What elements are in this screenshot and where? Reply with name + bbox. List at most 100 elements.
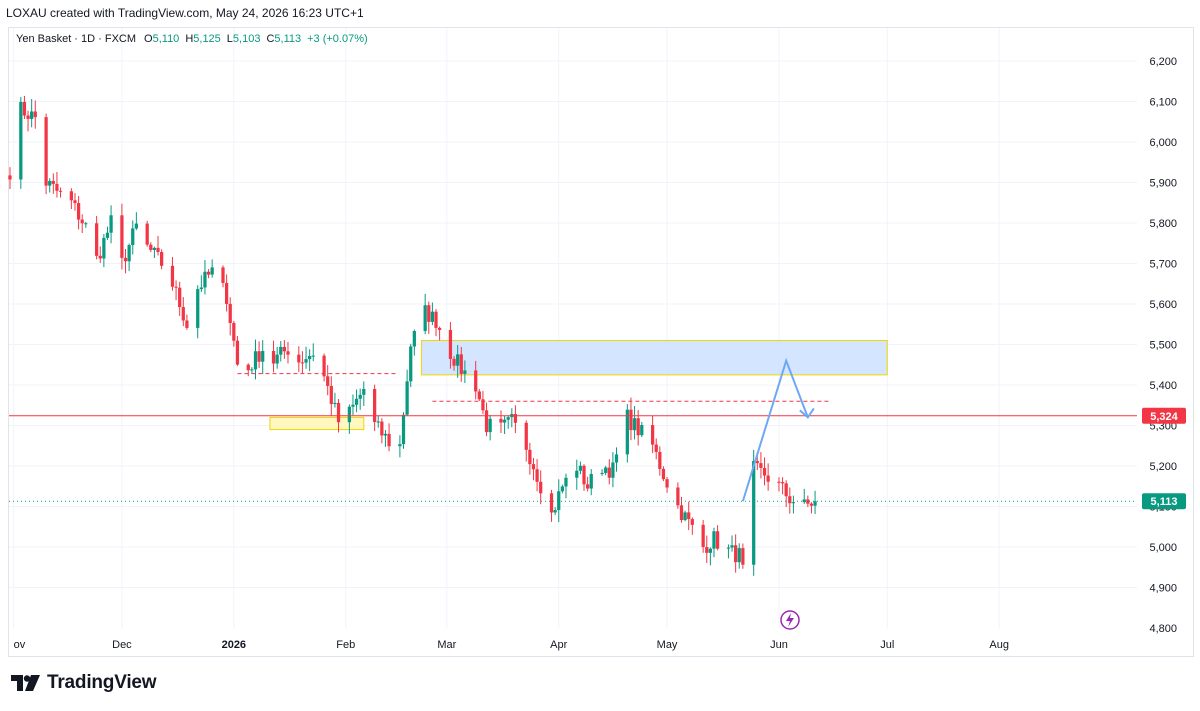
y-tick-label: 6,200 — [1149, 56, 1177, 68]
y-tick-label: 5,500 — [1149, 340, 1177, 352]
last-price-label-bg — [1142, 493, 1186, 510]
candle-body — [712, 531, 716, 549]
open-value: 5,110 — [152, 33, 180, 45]
candle-body — [809, 503, 814, 506]
candle-body — [33, 111, 37, 118]
x-tick-label: 2026 — [222, 639, 246, 651]
candle-body — [726, 547, 731, 549]
candle-body — [600, 472, 604, 475]
candle-body — [687, 512, 691, 520]
projection-path — [741, 357, 809, 502]
candle-body — [430, 311, 435, 322]
tradingview-logo[interactable]: TradingView — [11, 672, 157, 694]
candle-body — [333, 402, 337, 405]
candle-body — [351, 404, 355, 407]
x-tick-label: Jul — [880, 639, 894, 651]
candle-body — [69, 191, 73, 201]
candle-body — [95, 223, 99, 256]
candle-body — [174, 286, 178, 288]
candle-body — [484, 410, 489, 433]
candle-body — [26, 115, 30, 119]
candle-body — [362, 388, 366, 395]
price-level-label: 5,324 — [1150, 411, 1178, 423]
candle-body — [329, 385, 333, 405]
candle-body — [73, 200, 77, 204]
y-tick-label: 4,800 — [1149, 623, 1177, 635]
y-tick-label: 5,900 — [1149, 178, 1177, 190]
candle-body — [557, 491, 561, 511]
candle-body — [297, 354, 301, 363]
symbol-label[interactable]: Yen Basket · 1D · FXCM — [16, 33, 137, 45]
candle-body — [206, 271, 211, 275]
candle-body — [459, 354, 463, 374]
candles — [8, 95, 817, 576]
candle-body — [19, 101, 23, 180]
candle-body — [780, 482, 785, 484]
candle-body — [582, 465, 586, 485]
low-value: 5,103 — [232, 33, 261, 45]
candle-body — [326, 376, 330, 386]
candle-body — [708, 548, 712, 553]
candle-body — [683, 512, 687, 521]
attribution: LOXAU created with TradingView.com, May … — [6, 6, 364, 20]
candle-body — [109, 215, 113, 233]
x-tick-label: Mar — [437, 639, 456, 651]
demand-zone — [269, 416, 365, 431]
candle-body — [131, 228, 135, 246]
candle-body — [463, 370, 467, 374]
candle-body — [261, 351, 265, 362]
markers: 5,324 5,113 — [780, 407, 1186, 630]
candle-body — [8, 175, 12, 180]
candle-body — [84, 223, 88, 225]
x-tick-label: May — [657, 639, 678, 651]
candle-body — [232, 322, 236, 341]
candle-body — [336, 402, 341, 423]
candle-body — [640, 425, 644, 436]
candle-body — [578, 465, 583, 471]
high-label: H — [185, 33, 194, 45]
candle-body — [409, 346, 413, 382]
candle-body — [311, 355, 315, 357]
candle-body — [134, 223, 138, 229]
candle-body — [275, 354, 279, 364]
zones — [269, 339, 888, 431]
candle-body — [586, 484, 590, 489]
candle-body — [777, 481, 781, 483]
candle-body — [813, 501, 817, 506]
candle-body — [123, 257, 128, 262]
chart-frame — [8, 27, 1194, 657]
candle-body — [286, 351, 290, 355]
low-label: L — [226, 33, 233, 45]
candle-body — [235, 340, 240, 365]
candle-body — [145, 223, 149, 245]
candle-body — [715, 531, 720, 549]
candle-body — [156, 247, 160, 253]
close-label: C — [266, 33, 275, 45]
candle-body — [661, 468, 666, 480]
candle-body — [477, 391, 481, 400]
candle-body — [149, 244, 153, 250]
candle-body — [629, 409, 633, 431]
candle-body — [788, 496, 792, 504]
projection-arrowhead — [799, 407, 815, 419]
grid — [9, 28, 1137, 628]
candle-body — [127, 245, 131, 262]
candle-body — [654, 444, 658, 452]
candle-body — [48, 180, 52, 186]
candle-body — [51, 180, 55, 184]
candle-body — [528, 449, 532, 465]
x-tick-label: Aug — [989, 639, 1009, 651]
candle-body — [279, 346, 283, 355]
candle-body — [300, 362, 305, 364]
candle-body — [405, 381, 409, 415]
candle-body — [625, 409, 629, 455]
open-label: O — [144, 33, 153, 45]
candle-body — [160, 252, 164, 266]
candle-body — [549, 493, 554, 513]
chart-legend: Yen Basket · 1D · FXCM O 5,110 H 5,125 L… — [16, 33, 368, 45]
candle-body — [474, 370, 478, 392]
candle-body — [102, 237, 106, 259]
candle-body — [44, 117, 48, 186]
candle-body — [539, 481, 543, 494]
